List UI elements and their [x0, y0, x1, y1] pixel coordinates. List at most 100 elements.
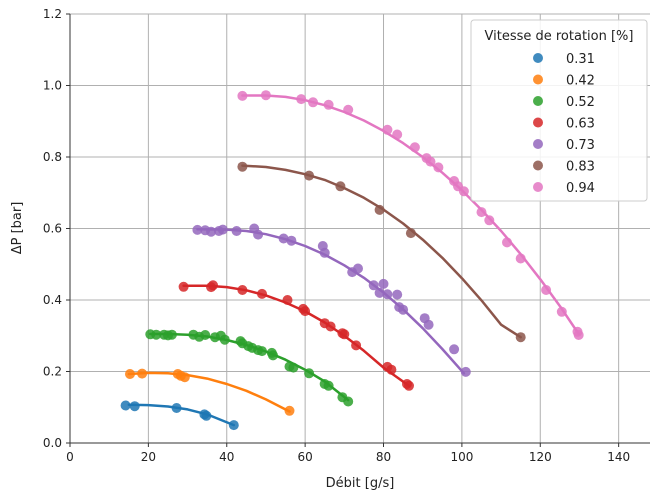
legend-marker-0.31	[533, 53, 543, 63]
data-point-0.42	[137, 368, 148, 379]
x-tick-label: 0	[66, 450, 74, 464]
legend-label: 0.31	[566, 52, 595, 67]
data-point-0.52	[268, 350, 278, 361]
y-tick-label: 1.0	[43, 79, 62, 93]
data-point-0.63	[404, 380, 414, 391]
legend-marker-0.42	[533, 74, 543, 85]
data-point-0.73	[231, 226, 242, 236]
data-point-0.94	[458, 186, 469, 197]
data-point-0.63	[237, 285, 248, 295]
data-point-0.94	[502, 237, 512, 248]
data-point-0.73	[206, 226, 217, 237]
data-point-0.83	[374, 204, 385, 215]
data-point-0.73	[192, 224, 203, 235]
data-point-0.63	[351, 340, 362, 351]
legend-marker-0.83	[533, 160, 543, 171]
data-point-0.73	[286, 235, 297, 246]
data-point-0.52	[166, 329, 177, 340]
data-point-0.63	[386, 364, 397, 375]
data-point-0.52	[323, 380, 334, 391]
data-point-0.73	[449, 344, 460, 355]
data-point-0.73	[423, 319, 434, 330]
data-point-0.94	[515, 253, 526, 264]
data-point-0.94	[433, 162, 444, 173]
x-tick-label: 20	[141, 450, 156, 464]
data-point-0.31	[129, 401, 140, 412]
legend-label: 0.94	[566, 181, 595, 196]
data-point-0.52	[200, 330, 211, 340]
data-point-0.31	[171, 403, 182, 413]
legend-label: 0.73	[566, 138, 595, 153]
data-point-0.73	[392, 289, 403, 300]
legend: Vitesse de rotation [%] 0.31 0.42 0.52 0.63…	[470, 19, 648, 202]
data-point-0.52	[219, 334, 230, 345]
x-tick-label: 140	[607, 450, 630, 464]
y-tick-label: 0.2	[43, 365, 62, 379]
data-point-0.94	[382, 124, 393, 135]
fit-line-0.63	[182, 284, 411, 388]
data-point-0.83	[304, 170, 315, 181]
data-point-0.31	[201, 410, 212, 421]
legend-box	[470, 19, 648, 202]
data-point-0.83	[335, 181, 346, 192]
data-point-0.83	[405, 228, 416, 239]
data-point-0.73	[398, 304, 409, 315]
data-point-0.63	[339, 329, 350, 340]
data-point-0.52	[343, 396, 354, 407]
data-point-0.94	[260, 90, 271, 101]
x-tick-label: 60	[297, 450, 312, 464]
y-tick-label: 1.2	[43, 7, 62, 21]
data-point-0.31	[120, 400, 131, 411]
data-point-0.94	[573, 330, 584, 340]
data-point-0.94	[425, 156, 436, 167]
data-point-0.63	[325, 321, 336, 332]
data-point-0.73	[278, 233, 289, 244]
data-point-0.42	[284, 405, 295, 416]
data-point-0.73	[368, 280, 379, 291]
data-point-0.63	[282, 295, 293, 305]
legend-marker-0.94	[533, 182, 543, 192]
x-tick-label: 80	[376, 450, 391, 464]
legend-marker-0.52	[533, 96, 543, 106]
data-point-0.94	[556, 306, 567, 317]
y-tick-label: 0.6	[43, 222, 62, 236]
legend-label: 0.83	[566, 160, 595, 175]
legend-label: 0.42	[566, 74, 595, 89]
data-point-0.42	[179, 372, 190, 383]
data-point-0.73	[319, 247, 330, 258]
x-axis-label: Débit [g/s]	[326, 476, 395, 491]
y-tick-label: 0.4	[43, 293, 62, 307]
legend-marker-0.73	[533, 139, 543, 149]
legend-label: 0.52	[566, 95, 595, 110]
data-point-0.94	[484, 215, 495, 226]
data-point-0.73	[374, 287, 385, 298]
data-point-0.52	[288, 362, 299, 373]
legend-label: 0.63	[566, 117, 595, 132]
data-point-0.63	[208, 280, 218, 291]
data-point-0.73	[217, 224, 228, 235]
data-point-0.63	[300, 306, 311, 317]
data-point-0.94	[541, 285, 552, 295]
data-point-0.42	[125, 369, 135, 379]
data-point-0.94	[476, 207, 487, 218]
data-point-0.52	[257, 346, 267, 357]
data-point-0.94	[308, 97, 318, 108]
data-point-0.73	[253, 229, 264, 240]
data-point-0.94	[392, 129, 403, 140]
y-tick-label: 0.8	[43, 150, 62, 164]
data-point-0.94	[409, 142, 420, 153]
data-point-0.63	[178, 281, 189, 292]
data-point-0.52	[151, 329, 162, 340]
data-point-0.31	[228, 420, 239, 431]
data-point-0.73	[378, 278, 389, 289]
y-axis-label: ΔP [bar]	[10, 202, 25, 255]
x-tick-label: 120	[529, 450, 552, 464]
data-point-0.73	[353, 263, 363, 274]
fit-line-0.73	[196, 227, 466, 375]
data-point-0.94	[323, 99, 334, 110]
data-point-0.52	[304, 368, 315, 379]
data-point-0.63	[257, 288, 267, 299]
data-point-0.94	[343, 104, 354, 115]
legend-marker-0.63	[533, 117, 543, 128]
